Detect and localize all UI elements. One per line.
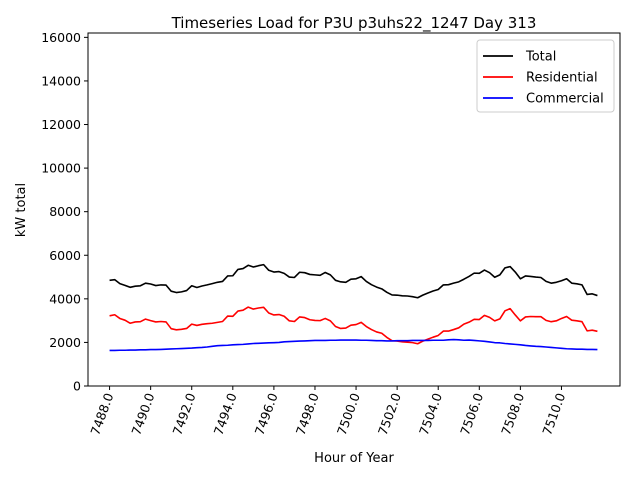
y-axis: 0 2000 4000 6000 8000 10000 12000 14000 16000 <box>41 30 88 394</box>
legend-label-commercial: Commercial <box>526 92 604 107</box>
x-tick-label: 7510.0 <box>539 391 568 437</box>
x-tick-label: 7490.0 <box>128 391 157 437</box>
legend-label-residential: Residential <box>526 71 598 86</box>
y-tick-label: 16000 <box>41 30 81 45</box>
x-tick-label: 7492.0 <box>169 391 198 437</box>
x-tick-label: 7488.0 <box>87 391 116 437</box>
y-tick-label: 4000 <box>49 291 81 306</box>
legend-label-total: Total <box>525 50 556 65</box>
y-tick-label: 12000 <box>41 117 81 132</box>
plot-frame <box>87 32 621 387</box>
legend: Total Residential Commercial <box>476 39 615 113</box>
y-tick-label: 10000 <box>41 161 81 176</box>
series-layer <box>109 263 598 352</box>
x-tick-label: 7494.0 <box>211 391 240 437</box>
x-tick-label: 7502.0 <box>375 391 404 437</box>
y-tick-label: 0 <box>73 379 81 394</box>
y-tick-label: 14000 <box>41 73 81 88</box>
series-line-commercial <box>109 338 598 352</box>
x-tick-label: 7504.0 <box>416 391 445 437</box>
series-line-residential <box>109 306 598 345</box>
x-tick-label: 7498.0 <box>293 391 322 437</box>
y-tick-label: 2000 <box>49 335 81 350</box>
x-tick-label: 7496.0 <box>252 391 281 437</box>
y-axis-label: kW total <box>14 183 29 237</box>
x-axis-label: Hour of Year <box>314 451 394 466</box>
legend-box <box>476 39 615 113</box>
series-line-total <box>109 263 598 299</box>
chart-title: Timeseries Load for P3U p3uhs22_1247 Day… <box>171 14 537 33</box>
x-tick-label: 7508.0 <box>498 391 527 437</box>
y-tick-label: 8000 <box>49 204 81 219</box>
y-tick-label: 6000 <box>49 248 81 263</box>
x-tick-label: 7500.0 <box>334 391 363 437</box>
x-axis: 7488.0 7490.0 7492.0 7494.0 7496.0 7498.0 7500… <box>87 386 568 437</box>
x-tick-label: 7506.0 <box>457 391 486 437</box>
